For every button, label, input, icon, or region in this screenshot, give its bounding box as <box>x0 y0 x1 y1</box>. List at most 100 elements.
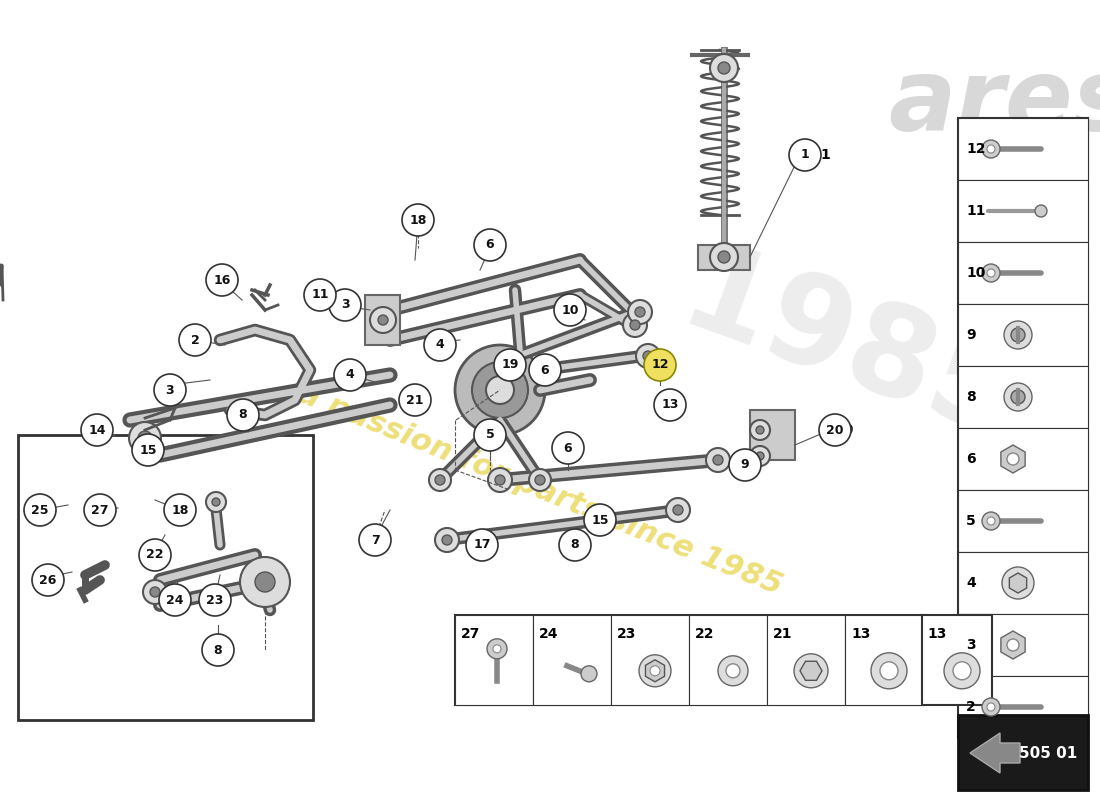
Circle shape <box>666 498 690 522</box>
Circle shape <box>434 528 459 552</box>
Circle shape <box>718 251 730 263</box>
Circle shape <box>329 289 361 321</box>
Bar <box>767 615 845 705</box>
Circle shape <box>789 139 821 171</box>
Circle shape <box>718 62 730 74</box>
Circle shape <box>154 374 186 406</box>
Text: 22: 22 <box>695 627 715 641</box>
Text: 8: 8 <box>213 643 222 657</box>
Circle shape <box>143 580 167 604</box>
Circle shape <box>493 645 500 653</box>
Circle shape <box>987 703 996 711</box>
Circle shape <box>644 351 653 361</box>
Bar <box>365 295 400 345</box>
Text: 15: 15 <box>592 514 608 526</box>
Circle shape <box>1011 328 1025 342</box>
Text: 22: 22 <box>146 549 164 562</box>
Bar <box>958 242 1088 304</box>
Circle shape <box>1011 390 1025 404</box>
Circle shape <box>987 145 996 153</box>
Circle shape <box>179 324 211 356</box>
Circle shape <box>150 587 160 597</box>
Circle shape <box>982 140 1000 158</box>
Bar <box>845 615 923 705</box>
Circle shape <box>953 662 971 680</box>
Circle shape <box>729 449 761 481</box>
Text: 505 01: 505 01 <box>1019 746 1077 761</box>
Text: 13: 13 <box>661 398 679 411</box>
Circle shape <box>359 524 390 556</box>
Circle shape <box>756 452 764 460</box>
Bar <box>958 118 1088 180</box>
Circle shape <box>494 349 526 381</box>
Bar <box>958 490 1088 552</box>
Circle shape <box>756 426 764 434</box>
Text: 4: 4 <box>966 576 976 590</box>
Circle shape <box>24 494 56 526</box>
Text: 1: 1 <box>801 149 810 162</box>
Circle shape <box>139 539 170 571</box>
Bar <box>958 180 1088 242</box>
Polygon shape <box>1010 573 1026 593</box>
Text: 16: 16 <box>213 274 231 286</box>
Circle shape <box>334 359 366 391</box>
Text: 6: 6 <box>563 442 572 454</box>
Bar <box>958 614 1088 676</box>
Bar <box>455 615 534 705</box>
Circle shape <box>466 529 498 561</box>
Circle shape <box>639 654 671 686</box>
Bar <box>455 615 923 705</box>
Text: 21: 21 <box>406 394 424 406</box>
Circle shape <box>635 307 645 317</box>
Text: 21: 21 <box>773 627 792 641</box>
Circle shape <box>474 229 506 261</box>
Circle shape <box>160 584 191 616</box>
Text: 20: 20 <box>835 423 855 437</box>
Text: 8: 8 <box>239 409 248 422</box>
Circle shape <box>378 315 388 325</box>
Circle shape <box>880 662 898 680</box>
Circle shape <box>474 419 506 451</box>
Circle shape <box>529 469 551 491</box>
Text: 4: 4 <box>436 338 444 351</box>
Text: 10: 10 <box>561 303 579 317</box>
Text: 13: 13 <box>851 627 870 641</box>
Circle shape <box>982 512 1000 530</box>
Circle shape <box>630 320 640 330</box>
Bar <box>958 366 1088 428</box>
Circle shape <box>559 529 591 561</box>
Text: 18: 18 <box>172 503 189 517</box>
Text: 24: 24 <box>539 627 559 641</box>
Circle shape <box>486 376 514 404</box>
Text: 26: 26 <box>40 574 57 586</box>
Circle shape <box>706 448 730 472</box>
Circle shape <box>138 431 152 445</box>
Text: 24: 24 <box>166 594 184 606</box>
Text: 11: 11 <box>311 289 329 302</box>
Circle shape <box>982 264 1000 282</box>
Text: 5: 5 <box>485 429 494 442</box>
Circle shape <box>129 422 161 454</box>
Text: 11: 11 <box>966 204 986 218</box>
Circle shape <box>495 475 505 485</box>
Circle shape <box>552 432 584 464</box>
Polygon shape <box>646 660 664 682</box>
Circle shape <box>212 498 220 506</box>
Circle shape <box>1002 567 1034 599</box>
Text: 15: 15 <box>140 443 156 457</box>
Text: 9: 9 <box>740 458 749 471</box>
Text: 23: 23 <box>617 627 637 641</box>
Circle shape <box>584 504 616 536</box>
Circle shape <box>81 414 113 446</box>
Circle shape <box>487 638 507 658</box>
Circle shape <box>455 345 544 435</box>
Circle shape <box>399 384 431 416</box>
Text: 2: 2 <box>190 334 199 346</box>
Bar <box>958 304 1088 366</box>
Circle shape <box>202 634 234 666</box>
Text: 6: 6 <box>966 452 976 466</box>
Circle shape <box>255 572 275 592</box>
Text: 6: 6 <box>486 238 494 251</box>
Text: 8: 8 <box>571 538 580 551</box>
Circle shape <box>654 389 686 421</box>
